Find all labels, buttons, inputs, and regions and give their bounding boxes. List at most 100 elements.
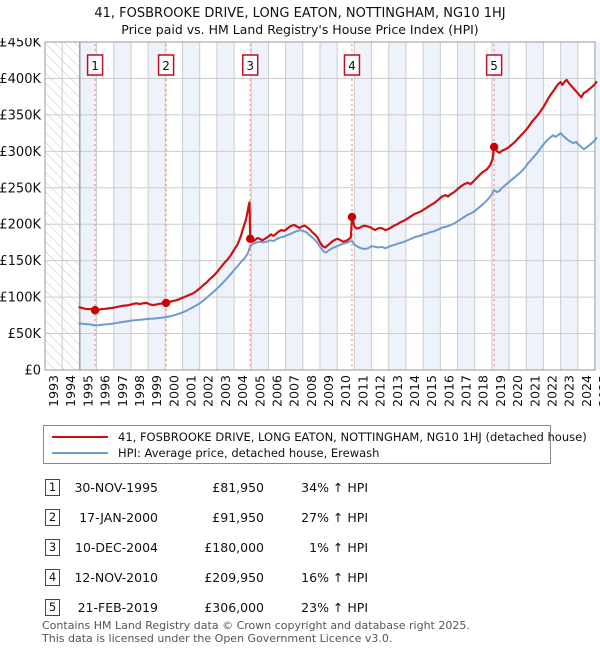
sale-marker-number: 1 [91, 59, 99, 73]
sale-hpi-delta: 34% ↑ HPI [301, 479, 368, 495]
sale-marker-box [343, 54, 361, 76]
y-axis-label: £300K [0, 145, 41, 160]
hpi-line [78, 132, 598, 327]
sale-number-badge: 4 [45, 568, 60, 586]
price-line [78, 78, 598, 312]
sale-dot [347, 212, 357, 222]
x-axis-label: 2008 [304, 375, 319, 407]
sale-date: 10-DEC-2004 [75, 539, 158, 555]
footer-line-2: This data is licensed under the Open Gov… [42, 631, 393, 645]
x-axis-label: 2021 [527, 375, 542, 407]
x-axis-label: 2025 [596, 375, 600, 407]
sale-price: £306,000 [204, 599, 264, 615]
sale-row: 3 10-DEC-2004 £180,000 1% ↑ HPI [45, 532, 375, 562]
page-title: 41, FOSBROOKE DRIVE, LONG EATON, NOTTING… [94, 6, 506, 21]
year-band [320, 42, 338, 370]
x-axis-label: 2012 [373, 375, 388, 407]
year-band [251, 42, 269, 370]
sale-price: £91,950 [212, 509, 264, 525]
x-axis-label: 2001 [184, 375, 199, 407]
y-axis-label: £400K [0, 72, 41, 87]
x-axis-label: 2022 [544, 375, 559, 407]
copyright-footer: Contains HM Land Registry data © Crown c… [42, 619, 470, 645]
x-axis-label: 2014 [407, 375, 422, 407]
x-axis-label: 2016 [441, 375, 456, 407]
sale-marker-number: 3 [246, 59, 254, 73]
x-axis-label: 2009 [321, 375, 336, 407]
y-axis-label: £250K [0, 181, 41, 196]
x-axis-label: 1996 [98, 375, 113, 407]
sale-hpi-delta: 16% ↑ HPI [301, 569, 368, 585]
year-band [216, 42, 235, 370]
x-axis-label: 2005 [252, 375, 267, 407]
sale-dot [246, 234, 255, 243]
sale-date: 17-JAN-2000 [79, 509, 158, 525]
x-axis-label: 2003 [218, 375, 233, 407]
sale-marker-box [485, 54, 503, 76]
sale-price: £180,000 [204, 539, 264, 555]
year-band [595, 42, 600, 370]
sale-dot [161, 298, 171, 308]
sale-hpi-delta: 27% ↑ HPI [301, 509, 368, 525]
sale-marker-box [241, 54, 259, 76]
x-axis-label: 2007 [287, 375, 302, 407]
sale-date: 12-NOV-2010 [74, 569, 158, 585]
x-axis-label: 2002 [201, 375, 216, 407]
sale-marker-number: 5 [490, 59, 498, 73]
y-axis-label: £100K [0, 291, 41, 306]
sale-row: 1 30-NOV-1995 £81,950 34% ↑ HPI [45, 472, 375, 502]
x-axis-label: 1999 [149, 375, 164, 407]
x-axis-label: 2015 [424, 375, 439, 407]
sale-marker-box [86, 54, 104, 76]
sale-date: 21-FEB-2019 [77, 599, 158, 615]
year-band [148, 42, 166, 370]
legend-row: HPI: Average price, detached house, Erew… [50, 445, 544, 461]
chart-legend: 41, FOSBROOKE DRIVE, LONG EATON, NOTTING… [43, 425, 587, 464]
year-band [388, 42, 406, 370]
sale-price: £81,950 [212, 479, 264, 495]
sale-hpi-delta: 23% ↑ HPI [301, 599, 368, 615]
price-line-swatch [52, 436, 108, 438]
x-axis-label: 2024 [579, 375, 594, 407]
legend-label: 41, FOSBROOKE DRIVE, LONG EATON, NOTTING… [118, 430, 587, 444]
sale-marker-box [157, 54, 175, 76]
y-axis-label: £0 [24, 364, 41, 379]
sale-marker-number: 4 [348, 59, 356, 73]
footer-line-1: Contains HM Land Registry data © Crown c… [42, 619, 470, 632]
x-axis-label: 2023 [562, 375, 577, 407]
x-axis-label: 2006 [269, 375, 284, 407]
sale-dot [489, 142, 499, 152]
year-band [560, 42, 578, 370]
page-subtitle: Price paid vs. HM Land Registry's House … [121, 22, 479, 37]
x-axis-label: 2019 [493, 375, 508, 407]
plot-border [44, 41, 596, 371]
x-axis-label: 1994 [63, 375, 78, 407]
year-band [526, 42, 544, 370]
x-axis-label: 2000 [166, 375, 181, 407]
year-band [285, 42, 303, 370]
y-axis-label: £350K [0, 108, 41, 123]
x-axis-label: 2018 [476, 375, 491, 407]
sale-hpi-delta: 1% ↑ HPI [309, 539, 368, 555]
x-axis-label: 2017 [459, 375, 474, 407]
sale-row: 2 17-JAN-2000 £91,950 27% ↑ HPI [45, 502, 375, 532]
sale-number-badge: 3 [45, 538, 60, 556]
legend-label: HPI: Average price, detached house, Erew… [118, 446, 380, 460]
sale-row: 5 21-FEB-2019 £306,000 23% ↑ HPI [45, 592, 375, 622]
sale-price: £209,950 [204, 569, 264, 585]
year-band [182, 42, 200, 370]
chart-header: 41, FOSBROOKE DRIVE, LONG EATON, NOTTING… [0, 5, 600, 38]
x-axis-label: 1997 [115, 375, 130, 407]
hpi-line-swatch [52, 452, 108, 454]
legend-row: 41, FOSBROOKE DRIVE, LONG EATON, NOTTING… [50, 429, 587, 445]
x-axis-label: 1995 [80, 375, 95, 407]
y-axis-label: £50K [8, 327, 42, 342]
year-band [113, 42, 131, 370]
y-axis-label: £200K [0, 218, 41, 233]
year-band [491, 42, 510, 370]
sale-row: 4 12-NOV-2010 £209,950 16% ↑ HPI [45, 562, 375, 592]
year-band [457, 42, 475, 370]
sale-date: 30-NOV-1995 [74, 479, 158, 495]
sales-table: 1 30-NOV-1995 £81,950 34% ↑ HPI 2 17-JAN-2000… [45, 472, 375, 622]
year-band [423, 42, 441, 370]
